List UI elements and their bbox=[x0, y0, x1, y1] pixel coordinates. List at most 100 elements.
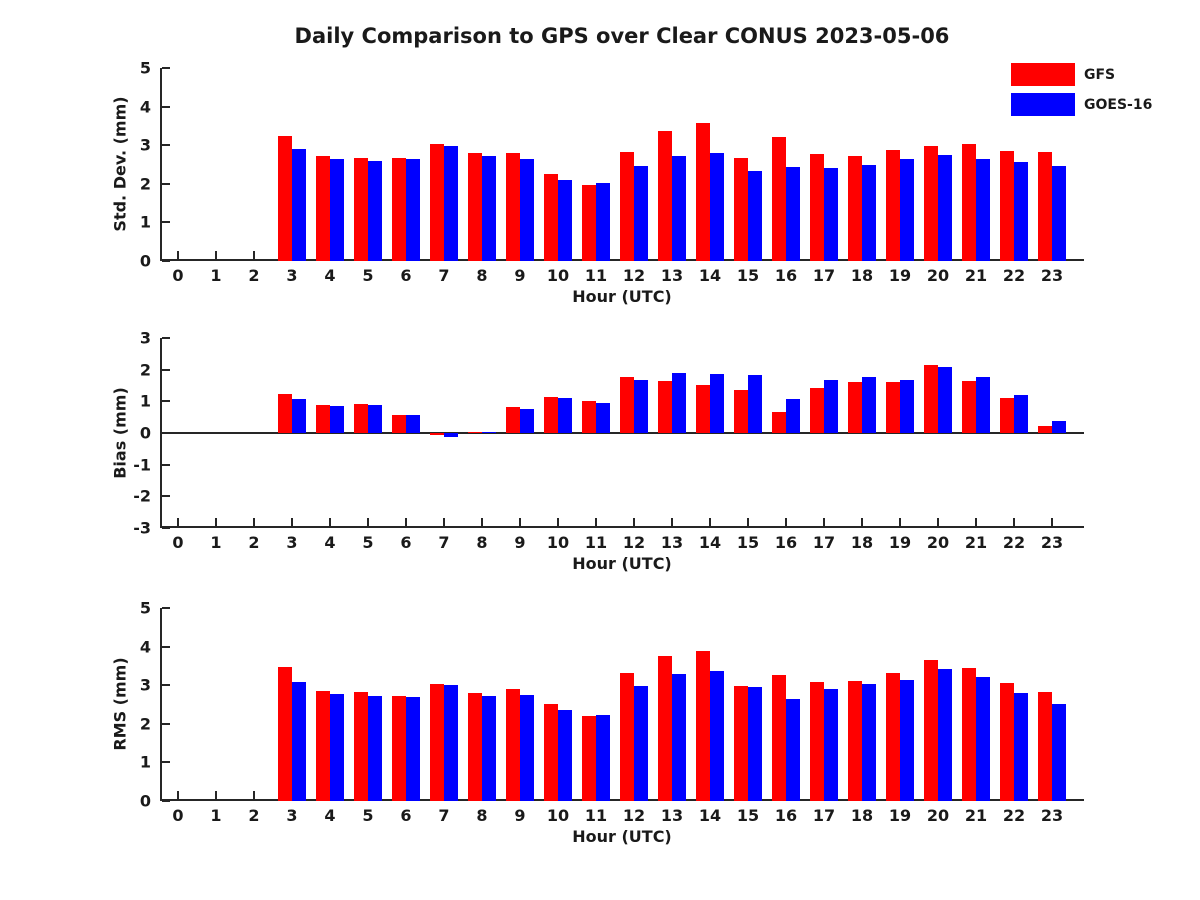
x-tick-label: 21 bbox=[964, 266, 988, 285]
x-tick-label: 21 bbox=[964, 533, 988, 552]
legend-label-goes16: GOES-16 bbox=[1084, 96, 1153, 113]
x-tick bbox=[177, 251, 179, 259]
bar-goes-16-23 bbox=[1052, 165, 1066, 261]
bar-goes-16-6 bbox=[406, 414, 420, 433]
x-tick bbox=[481, 518, 483, 526]
bar-gfs-17 bbox=[810, 681, 824, 801]
y-tick bbox=[162, 527, 170, 529]
x-tick-label: 4 bbox=[324, 806, 336, 825]
bar-gfs-3 bbox=[278, 135, 292, 261]
bar-goes-16-11 bbox=[596, 714, 610, 801]
x-tick-label: 4 bbox=[324, 266, 336, 285]
bar-goes-16-7 bbox=[444, 433, 458, 437]
bar-gfs-23 bbox=[1038, 426, 1052, 433]
bar-goes-16-8 bbox=[482, 696, 496, 801]
bar-goes-16-21 bbox=[976, 376, 990, 433]
y-tick-label: 3 bbox=[139, 135, 151, 155]
x-tick-label: 7 bbox=[438, 806, 450, 825]
bar-goes-16-11 bbox=[596, 402, 610, 433]
bar-gfs-11 bbox=[582, 184, 596, 261]
bar-gfs-22 bbox=[1000, 150, 1014, 261]
bar-goes-16-8 bbox=[482, 156, 496, 261]
bar-gfs-16 bbox=[772, 675, 786, 801]
x-tick-label: 13 bbox=[660, 533, 684, 552]
bar-goes-16-10 bbox=[558, 709, 572, 801]
bar-gfs-16 bbox=[772, 412, 786, 433]
y-tick bbox=[162, 607, 170, 609]
bar-gfs-12 bbox=[620, 152, 634, 261]
bar-goes-16-19 bbox=[900, 380, 914, 433]
x-tick-label: 9 bbox=[514, 266, 526, 285]
x-tick bbox=[519, 518, 521, 526]
x-tick-label: 10 bbox=[546, 806, 570, 825]
x-tick-label: 16 bbox=[774, 266, 798, 285]
bar-gfs-13 bbox=[658, 655, 672, 801]
bar-gfs-6 bbox=[392, 414, 406, 433]
bar-goes-16-15 bbox=[748, 375, 762, 433]
y-tick-label: 1 bbox=[139, 752, 151, 772]
bar-gfs-16 bbox=[772, 137, 786, 261]
y-tick-label: 1 bbox=[139, 391, 151, 411]
bar-gfs-10 bbox=[544, 704, 558, 801]
x-tick bbox=[215, 251, 217, 259]
bar-gfs-23 bbox=[1038, 152, 1052, 261]
x-axis-label-stddev: Hour (UTC) bbox=[572, 287, 672, 306]
x-tick bbox=[937, 518, 939, 526]
y-tick-label: 3 bbox=[139, 328, 151, 348]
y-tick bbox=[162, 463, 170, 466]
x-tick bbox=[253, 791, 255, 799]
x-tick-label: 6 bbox=[400, 266, 412, 285]
y-tick bbox=[162, 684, 170, 687]
y-tick-label: 3 bbox=[139, 675, 151, 695]
y-axis-label-stddev: Std. Dev. (mm) bbox=[110, 96, 130, 232]
y-tick bbox=[162, 182, 170, 185]
bar-gfs-14 bbox=[696, 384, 710, 433]
bar-gfs-18 bbox=[848, 680, 862, 801]
bar-gfs-7 bbox=[430, 684, 444, 801]
bar-goes-16-18 bbox=[862, 684, 876, 801]
y-tick-label: 0 bbox=[139, 423, 151, 443]
x-tick-label: 4 bbox=[324, 533, 336, 552]
bar-goes-16-21 bbox=[976, 677, 990, 801]
bar-goes-16-13 bbox=[672, 373, 686, 433]
x-tick-label: 11 bbox=[584, 806, 608, 825]
bar-goes-16-19 bbox=[900, 159, 914, 261]
bar-goes-16-9 bbox=[520, 694, 534, 801]
bar-gfs-20 bbox=[924, 660, 938, 801]
y-tick-label: -2 bbox=[133, 486, 151, 506]
x-tick bbox=[253, 518, 255, 526]
bar-gfs-5 bbox=[354, 157, 368, 261]
y-tick-label: 2 bbox=[139, 174, 151, 194]
bar-goes-16-4 bbox=[330, 406, 344, 433]
bar-goes-16-7 bbox=[444, 685, 458, 801]
bar-gfs-9 bbox=[506, 152, 520, 261]
bar-goes-16-10 bbox=[558, 179, 572, 261]
bar-goes-16-20 bbox=[938, 367, 952, 433]
bar-gfs-8 bbox=[468, 152, 482, 261]
bar-goes-16-4 bbox=[330, 694, 344, 801]
legend-swatch-gfs bbox=[1011, 63, 1075, 86]
bar-gfs-19 bbox=[886, 673, 900, 801]
bar-gfs-20 bbox=[924, 365, 938, 433]
bar-goes-16-14 bbox=[710, 670, 724, 801]
x-tick bbox=[861, 518, 863, 526]
x-tick-label: 23 bbox=[1040, 533, 1064, 552]
x-tick-label: 19 bbox=[888, 266, 912, 285]
bar-gfs-9 bbox=[506, 407, 520, 433]
y-tick bbox=[162, 761, 170, 764]
bar-gfs-22 bbox=[1000, 683, 1014, 801]
bar-gfs-20 bbox=[924, 146, 938, 261]
x-tick-label: 5 bbox=[362, 533, 374, 552]
x-tick-label: 16 bbox=[774, 806, 798, 825]
y-axis-label-bias: Bias (mm) bbox=[110, 387, 130, 479]
x-tick bbox=[671, 518, 673, 526]
x-tick bbox=[215, 518, 217, 526]
x-tick bbox=[177, 518, 179, 526]
x-tick bbox=[443, 518, 445, 526]
bar-goes-16-18 bbox=[862, 165, 876, 261]
x-tick-label: 17 bbox=[812, 533, 836, 552]
y-tick bbox=[162, 368, 170, 371]
y-tick-label: 2 bbox=[139, 360, 151, 380]
x-tick bbox=[785, 518, 787, 526]
bar-gfs-11 bbox=[582, 716, 596, 801]
